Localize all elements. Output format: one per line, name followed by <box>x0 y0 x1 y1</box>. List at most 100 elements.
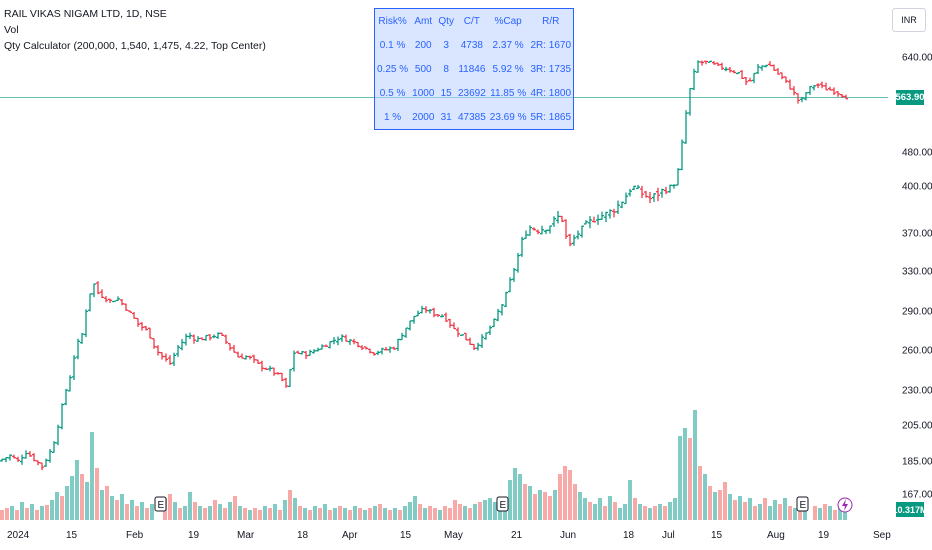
currency-button[interactable]: INR <box>892 8 926 32</box>
ohlc-bar <box>108 298 112 303</box>
ohlc-bar <box>20 454 24 465</box>
price-tick-label: 290.00 <box>902 307 932 318</box>
table-cell: 4738 <box>460 39 483 51</box>
volume-bar <box>40 506 44 520</box>
ohlc-bar <box>800 96 804 103</box>
ohlc-bar <box>564 219 568 239</box>
volume-indicator-label[interactable]: Vol <box>4 24 19 36</box>
ohlc-bar <box>464 332 468 341</box>
ohlc-bar <box>160 352 164 360</box>
ohlc-bar <box>52 441 56 453</box>
last-price-tag: 563.90 <box>895 90 925 105</box>
ohlc-bar <box>524 230 528 240</box>
ohlc-bar <box>388 346 392 353</box>
lightning-icon-bolt <box>842 499 848 511</box>
volume-bar <box>303 508 307 520</box>
volume-bar <box>120 494 124 520</box>
ohlc-bar <box>580 225 584 238</box>
ohlc-bar <box>832 87 836 96</box>
time-tick-label: Feb <box>126 530 144 541</box>
volume-bar <box>198 506 202 520</box>
volume-bar <box>508 480 512 520</box>
qty-calculator-label[interactable]: Qty Calculator (200,000, 1,540, 1,475, 4… <box>4 40 266 52</box>
ohlc-bar <box>532 227 536 231</box>
ohlc-bar <box>296 350 300 354</box>
ohlc-bar <box>632 185 636 191</box>
ohlc-bar <box>292 350 296 372</box>
volume-bar <box>773 500 777 520</box>
ohlc-bar <box>840 94 844 98</box>
volume-bars <box>0 410 847 520</box>
volume-bar <box>823 504 827 520</box>
volume-bar <box>253 508 257 520</box>
volume-bar <box>105 486 109 520</box>
table-row: 0.1 % 200 3 4738 2.37 % 2R: 1670 <box>375 33 574 57</box>
price-axis[interactable]: 640.00 480.00 400.00 370.00 330.00 290.00 260.… <box>902 53 932 501</box>
ohlc-bar <box>528 225 532 236</box>
ohlc-bar <box>704 60 708 65</box>
volume-bar <box>538 490 542 520</box>
earnings-marker-label: E <box>158 500 165 511</box>
volume-bar <box>783 498 787 520</box>
ohlc-bar <box>220 332 224 336</box>
ohlc-bar <box>280 372 284 382</box>
ohlc-bar <box>4 456 8 463</box>
ohlc-bar <box>380 347 384 355</box>
qty-calculator-table: Risk% Amt Qty C/T %Cap R/R 0.1 % 200 3 4… <box>374 8 575 130</box>
time-tick-label: May <box>444 530 463 541</box>
ohlc-bar <box>104 296 108 303</box>
ohlc-bar <box>416 310 420 317</box>
ohlc-bar <box>56 424 60 446</box>
table-cell: 11846 <box>458 63 486 75</box>
ohlc-bar <box>60 403 64 430</box>
table-cell: 11.85 % <box>490 87 527 99</box>
ohlc-bar <box>588 216 592 229</box>
volume-bar <box>140 502 144 520</box>
ohlc-bar <box>604 211 608 223</box>
volume-bar <box>658 504 662 520</box>
earnings-marker: E <box>496 496 509 512</box>
ohlc-bar <box>548 225 552 234</box>
price-tick-label: 185.00 <box>902 457 932 468</box>
time-axis[interactable]: 2024 15 Feb 19 Mar 18 Apr 15 May 21 Jun 18 Jul 15 Aug 1… <box>7 530 891 541</box>
ohlc-bar <box>544 229 548 235</box>
volume-bar <box>588 502 592 520</box>
ohlc-bar <box>8 454 12 461</box>
time-tick-label: Apr <box>342 530 358 541</box>
ohlc-bar <box>112 300 116 303</box>
ohlc-bar <box>684 110 688 144</box>
volume-bar <box>313 506 317 520</box>
time-tick-label: Aug <box>767 530 785 541</box>
volume-bar <box>788 506 792 520</box>
ohlc-bar <box>256 359 260 364</box>
volume-bar <box>403 506 407 520</box>
ohlc-bar <box>300 350 304 355</box>
ohlc-bar <box>248 355 252 360</box>
volume-bar <box>363 510 367 520</box>
price-tick-label: 330.00 <box>902 267 932 278</box>
symbol-title[interactable]: RAIL VIKAS NIGAM LTD, 1D, NSE <box>4 8 167 20</box>
volume-bar <box>228 502 232 520</box>
volume-bar <box>288 490 292 520</box>
ohlc-bar <box>140 322 144 331</box>
ohlc-bar <box>384 346 388 351</box>
volume-bar <box>263 506 267 520</box>
ohlc-bar <box>116 296 120 302</box>
volume-bar <box>80 474 84 520</box>
ohlc-bar <box>244 355 248 360</box>
volume-bar <box>150 504 154 520</box>
time-tick-label: 15 <box>711 530 723 541</box>
volume-bar <box>393 508 397 520</box>
ohlc-bar <box>332 337 336 345</box>
ohlc-bar <box>172 352 176 367</box>
time-tick-label: 18 <box>297 530 309 541</box>
ohlc-bar <box>392 346 396 350</box>
volume-bar <box>493 502 497 520</box>
ohlc-bar <box>276 372 280 375</box>
volume-bar <box>648 508 652 520</box>
volume-bar <box>413 496 417 520</box>
ohlc-bar <box>512 267 516 282</box>
ohlc-bar <box>24 450 28 459</box>
